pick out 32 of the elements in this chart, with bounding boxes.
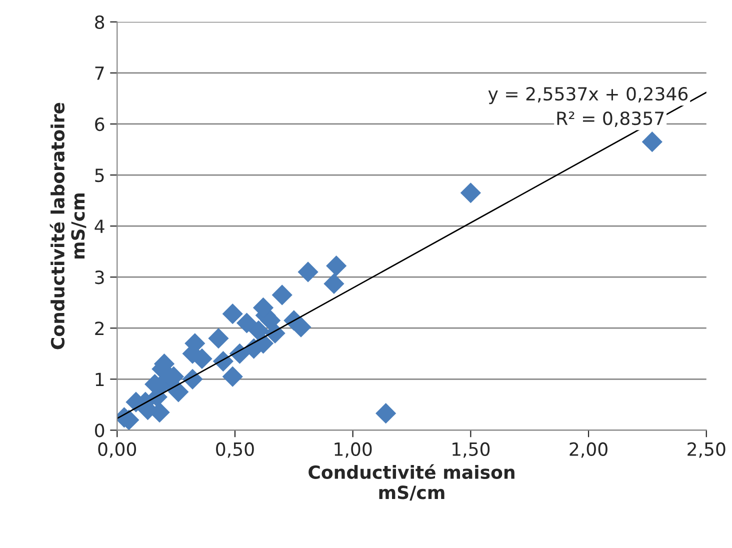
y-tick-label: 7 <box>95 66 104 80</box>
point <box>236 312 258 334</box>
y-axis-title: Conductivité laboratoire mS/cm <box>50 102 86 350</box>
x-tick-label: 0,00 <box>98 442 136 458</box>
x-tick-label: 2,00 <box>570 442 608 458</box>
x-axis-title: Conductivité maison mS/cm <box>308 464 514 501</box>
point <box>324 273 344 294</box>
point <box>642 132 662 152</box>
y-tick-label: 1 <box>96 372 104 386</box>
point <box>272 284 292 306</box>
x-tick-label: 2,50 <box>688 442 726 458</box>
y-tick-label: 6 <box>95 117 104 132</box>
point <box>460 182 481 204</box>
y-tick-label: 3 <box>95 270 104 284</box>
point <box>298 262 318 282</box>
y-tick-label: 2 <box>95 322 104 335</box>
y-tick-label: 5 <box>95 168 104 182</box>
y-tick-label: 4 <box>94 220 104 233</box>
point <box>264 322 286 344</box>
point <box>326 256 347 276</box>
y-tick-label: 8 <box>95 15 104 30</box>
point <box>222 304 243 324</box>
x-tick-label: 0,50 <box>216 442 254 458</box>
annotation: R² = 0,8357 <box>557 111 664 127</box>
point <box>376 403 396 424</box>
x-tick-label: 1,50 <box>452 442 490 458</box>
point <box>168 382 189 402</box>
point <box>222 366 243 387</box>
annotation: y = 2,5537x + 0,2346 <box>488 86 688 104</box>
x-tick-label: 1,00 <box>334 442 372 458</box>
y-tick-label: 0 <box>95 424 104 438</box>
point <box>208 328 229 349</box>
